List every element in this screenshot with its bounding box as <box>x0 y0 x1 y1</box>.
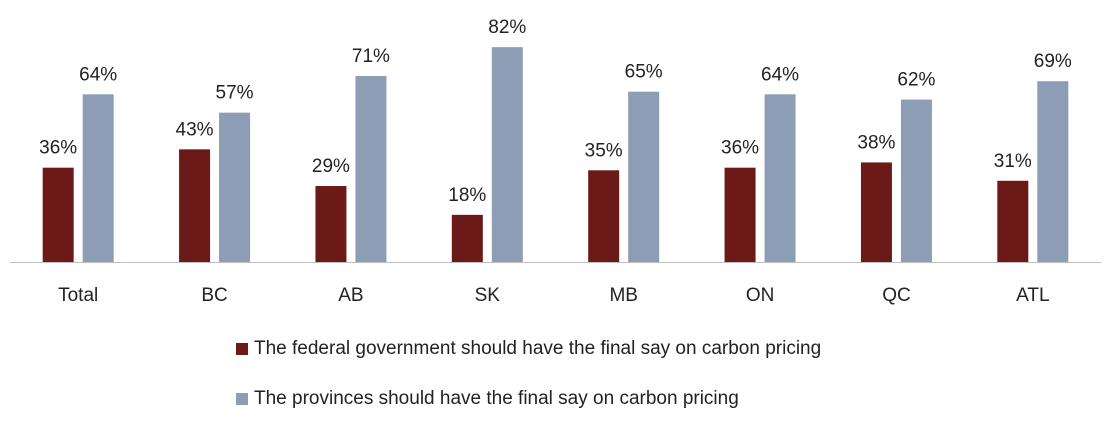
legend-label-provinces: The provinces should have the final say … <box>254 388 739 409</box>
data-label-provinces-qc: 62% <box>897 70 935 91</box>
data-label-federal-bc: 43% <box>176 119 214 140</box>
x-tick-label-total: Total <box>58 285 98 306</box>
bar-provinces-mb <box>628 91 660 262</box>
chart-container: 36% 64% Total 43% 57% BC 29% 71% AB 18% 82% SK 35% 65… <box>10 17 1101 409</box>
legend: The federal government should have the f… <box>236 338 821 438</box>
bar-chart: 36% 64% Total 43%57% BC 29% 71% AB 18% 82% SK 35% 65… <box>10 17 1101 306</box>
data-label-provinces-total: 64% <box>79 64 117 85</box>
bar-provinces-qc <box>900 99 932 262</box>
data-label-federal-ab: 29% <box>312 156 350 177</box>
data-label-federal-on: 36% <box>721 138 759 159</box>
bar-federal-bc <box>179 149 211 262</box>
x-tick-label-sk: SK <box>475 285 501 306</box>
bar-federal-qc <box>860 162 892 262</box>
data-label-federal-sk: 18% <box>448 185 486 206</box>
data-label-provinces-atl: 69% <box>1034 51 1072 72</box>
legend-label-federal: The federal government should have the f… <box>254 338 822 359</box>
legend-swatch-provinces <box>236 393 248 405</box>
data-label-federal-total: 36% <box>39 138 77 159</box>
bar-federal-total <box>42 167 74 262</box>
data-label-federal-qc: 38% <box>857 132 895 153</box>
data-label-federal-atl: 31% <box>994 151 1032 172</box>
bar-provinces-ab <box>355 75 387 262</box>
bar-federal-ab <box>315 186 347 262</box>
data-label-provinces-bc: 57% <box>216 83 254 104</box>
data-label-provinces-ab: 71% <box>352 46 390 67</box>
x-tick-label-qc: QC <box>882 285 911 306</box>
legend-item-federal: The federal government should have the f… <box>236 338 821 360</box>
data-label-provinces-sk: 82% <box>488 17 526 38</box>
data-label-federal-mb: 35% <box>585 140 623 161</box>
bar-federal-on <box>724 167 756 262</box>
bar-provinces-atl <box>1037 81 1069 262</box>
data-label-provinces-on: 64% <box>761 64 799 85</box>
bar-provinces-sk <box>491 47 523 262</box>
bar-provinces-on <box>764 94 796 262</box>
bar-federal-mb <box>588 170 620 262</box>
x-tick-label-bc: BC <box>201 285 227 306</box>
legend-swatch-federal <box>236 343 248 355</box>
x-tick-label-mb: MB <box>609 285 638 306</box>
x-tick-label-ab: AB <box>338 285 363 306</box>
bar-federal-atl <box>997 180 1029 262</box>
bar-federal-sk <box>451 214 483 262</box>
bar-provinces-total <box>82 94 114 262</box>
data-label-provinces-mb: 65% <box>625 62 663 83</box>
x-tick-label-on: ON <box>746 285 775 306</box>
bar-provinces-bc <box>219 112 251 262</box>
x-tick-label-atl: ATL <box>1016 285 1049 306</box>
legend-item-provinces: The provinces should have the final say … <box>236 388 821 410</box>
